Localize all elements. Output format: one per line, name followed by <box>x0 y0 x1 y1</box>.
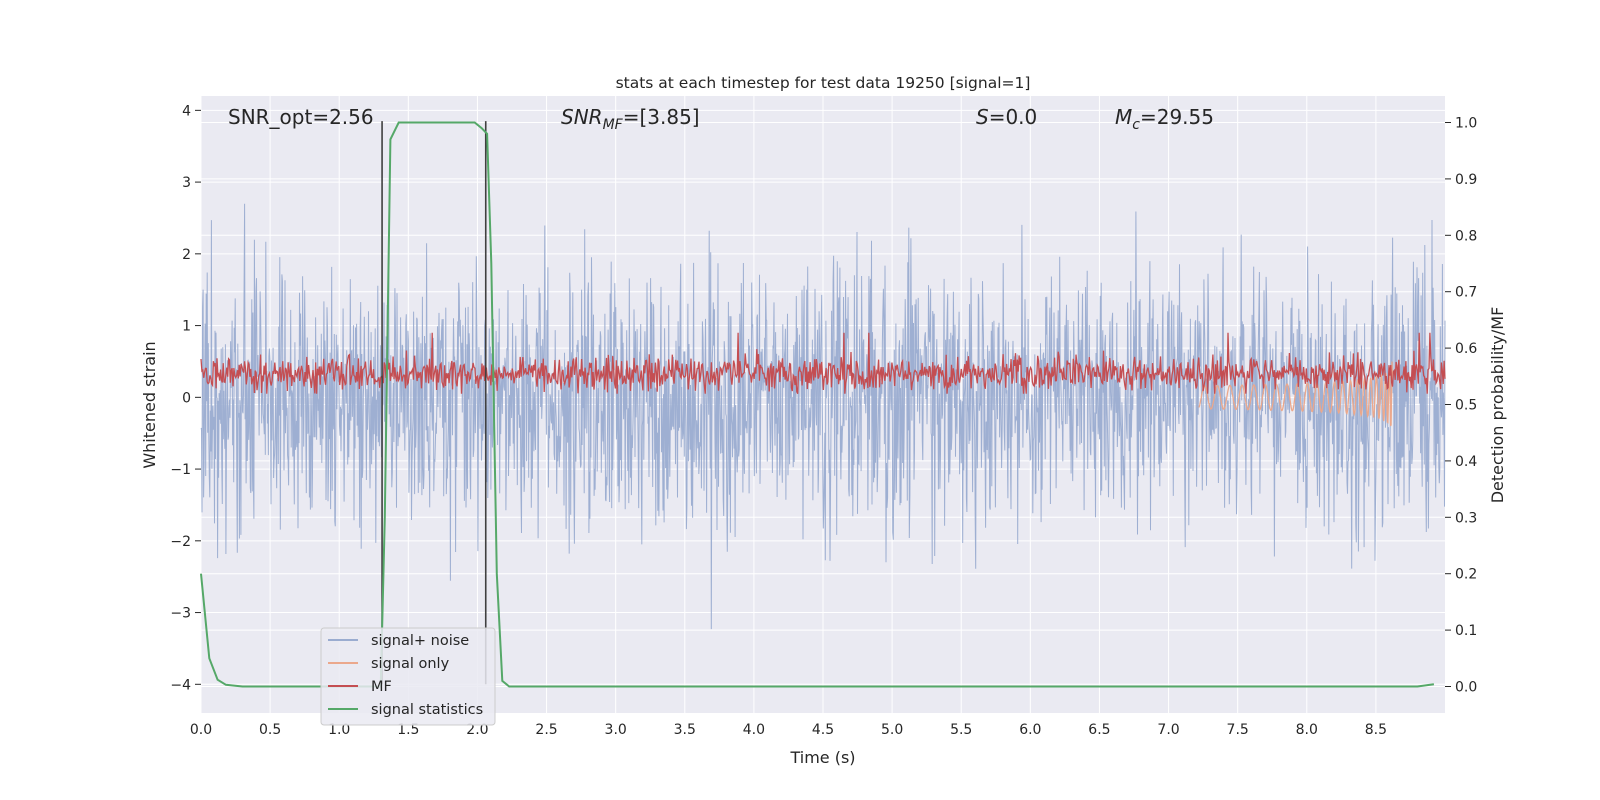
y-axis-label-right: Detection probability/MF <box>1488 307 1507 504</box>
annotation-snr-opt: SNR_opt=2.56 <box>228 105 374 129</box>
legend-label-mf: MF <box>371 679 392 695</box>
y-right-tick-label: 0.4 <box>1455 454 1477 470</box>
y-left-tick-label: 4 <box>182 103 191 119</box>
x-axis-label: Time (s) <box>789 748 855 767</box>
x-tick-label: 5.5 <box>950 722 972 738</box>
y-right-tick-label: 0.6 <box>1455 341 1477 357</box>
legend-label-signal-noise: signal+ noise <box>371 633 469 649</box>
legend-box <box>320 627 496 726</box>
annotation-mc-sub: c <box>1132 117 1140 133</box>
series-mf <box>200 332 1446 394</box>
annotation-s-value: =0.0 <box>989 105 1038 129</box>
x-tick-label: 4.5 <box>812 722 834 738</box>
y-right-tick-label: 0.3 <box>1455 510 1477 526</box>
x-tick-label: 7.5 <box>1227 722 1249 738</box>
x-tick-label: 4.0 <box>743 722 765 738</box>
x-tick-labels: 0.0 0.5 1.0 1.5 2.0 2.5 3.0 3.5 4.0 4.5 5.0 5.5 6.0 6… <box>190 722 1387 738</box>
y-left-tick-label: 3 <box>182 175 191 191</box>
y-right-tick-label: 1.0 <box>1455 116 1477 132</box>
y-right-tick-label: 0.9 <box>1455 172 1477 188</box>
y-left-tick-labels: −4 −3 −2 −1 0 1 2 3 4 <box>170 103 201 693</box>
annotation-mc-base: M <box>1115 105 1132 129</box>
annotation-snr-mf-base: SNR <box>561 105 603 129</box>
x-tick-label: 5.0 <box>881 722 903 738</box>
y-left-tick-label: −2 <box>170 534 191 550</box>
annotation-mc-value: =29.55 <box>1140 105 1214 129</box>
y-right-tick-label: 0.1 <box>1455 623 1477 639</box>
legend-label-signal-only: signal only <box>371 656 450 672</box>
x-tick-label: 3.5 <box>674 722 696 738</box>
x-tick-label: 0.0 <box>190 722 212 738</box>
x-tick-label: 7.0 <box>1157 722 1179 738</box>
y-right-tick-labels: 0.0 0.1 0.2 0.3 0.4 0.5 0.6 0.7 0.8 0.9 1.0 <box>1445 116 1477 695</box>
y-left-tick-label: −1 <box>170 462 191 478</box>
annotation-snr-mf-value: =[3.85] <box>623 105 700 129</box>
legend: signal+ noise signal only MF signal stat… <box>320 627 496 726</box>
annotation-snr-mf-sub: MF <box>603 117 624 133</box>
annotation-s-base: S <box>976 105 989 129</box>
y-left-tick-label: 2 <box>182 247 191 263</box>
x-tick-label: 1.5 <box>397 722 419 738</box>
x-tick-label: 2.5 <box>535 722 557 738</box>
y-left-tick-label: 1 <box>182 319 191 335</box>
chart-title: stats at each timestep for test data 192… <box>616 74 1031 92</box>
annotation-snr-mf: SNRMF=[3.85] <box>561 105 700 133</box>
y-left-tick-label: −3 <box>170 606 191 622</box>
y-left-tick-label: −4 <box>170 677 191 693</box>
y-right-tick-label: 0.8 <box>1455 228 1477 244</box>
x-tick-label: 6.0 <box>1019 722 1041 738</box>
series-signal-only <box>1198 361 1394 427</box>
x-tick-label: 8.0 <box>1296 722 1318 738</box>
annotation-s: S=0.0 <box>976 105 1037 129</box>
series-signal-statistics <box>200 121 1435 688</box>
y-right-tick-label: 0.5 <box>1455 398 1477 414</box>
y-right-tick-label: 0.0 <box>1455 679 1477 695</box>
annotation-mc: Mc=29.55 <box>1115 105 1214 133</box>
x-tick-label: 3.0 <box>605 722 627 738</box>
y-left-tick-label: 0 <box>182 390 191 406</box>
series-signal-plus-noise <box>200 203 1446 630</box>
x-tick-label: 6.5 <box>1088 722 1110 738</box>
x-tick-label: 1.0 <box>328 722 350 738</box>
series-layer <box>200 121 1446 688</box>
legend-label-signal-statistics: signal statistics <box>371 702 483 718</box>
y-right-tick-label: 0.2 <box>1455 567 1477 583</box>
y-right-tick-label: 0.7 <box>1455 285 1477 301</box>
y-axis-label-left: Whitened strain <box>140 341 159 468</box>
x-tick-label: 2.0 <box>466 722 488 738</box>
x-tick-label: 8.5 <box>1365 722 1387 738</box>
x-tick-label: 0.5 <box>259 722 281 738</box>
